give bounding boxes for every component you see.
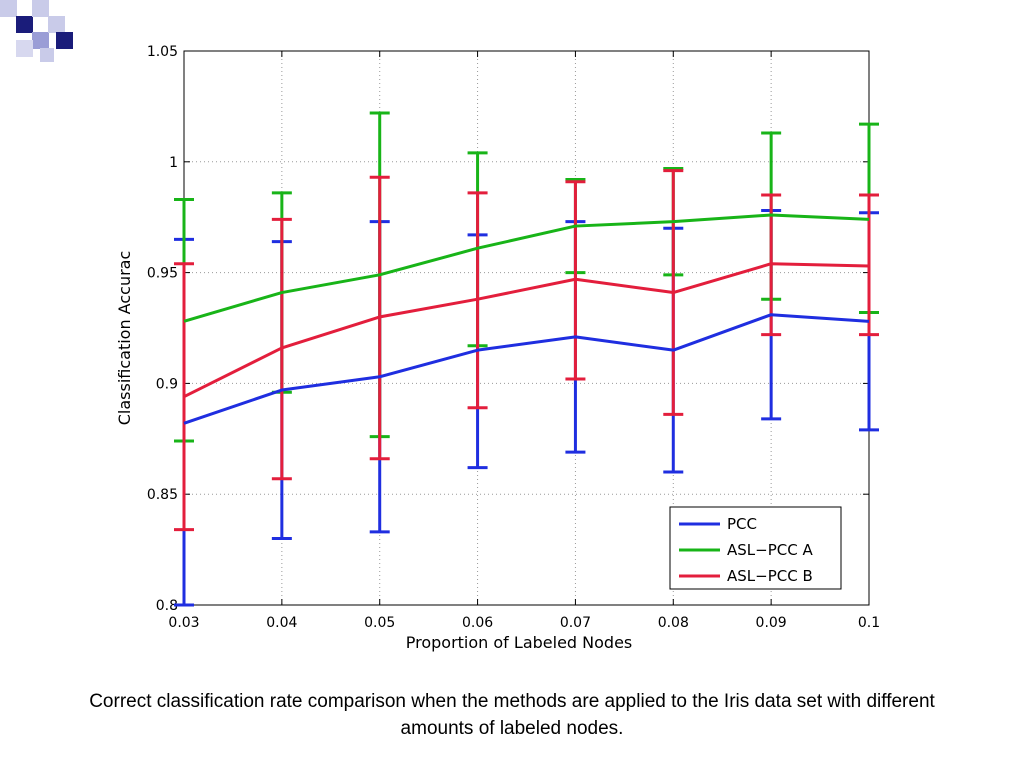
x-tick-label: 0.1 — [858, 615, 880, 631]
template-decoration — [0, 0, 73, 62]
legend: PCC ASL−PCC A ASL−PCC B — [669, 506, 842, 590]
figure-caption: Correct classification rate comparison w… — [89, 691, 935, 739]
y-tick-label: 0.9 — [156, 376, 178, 392]
series-line-0 — [183, 313, 870, 425]
x-tick-label: 0.03 — [168, 615, 199, 631]
y-tick-label: 1 — [169, 155, 178, 171]
x-tick-label: 0.05 — [364, 615, 395, 631]
y-axis-title: Classification Accurac — [115, 251, 134, 426]
series-line-2 — [183, 262, 870, 399]
x-tick-label: 0.09 — [756, 615, 787, 631]
y-tick-label: 1.05 — [147, 44, 178, 60]
legend-label: ASL−PCC A — [727, 541, 813, 559]
series-line-1 — [183, 213, 870, 323]
y-tick-label: 0.95 — [147, 266, 178, 282]
legend-label: ASL−PCC B — [727, 567, 813, 585]
x-tick-label: 0.08 — [658, 615, 689, 631]
y-tick-label: 0.8 — [156, 598, 178, 614]
x-tick-label: 0.04 — [266, 615, 297, 631]
x-axis-title: Proportion of Labeled Nodes — [406, 633, 633, 652]
x-tick-label: 0.06 — [462, 615, 493, 631]
axis-ticks: 0.03 0.04 0.05 0.06 0.07 0.08 0.09 0.1 0.8 0.85 0.… — [147, 44, 880, 631]
y-tick-label: 0.85 — [147, 487, 178, 503]
line-chart: 0.03 0.04 0.05 0.06 0.07 0.08 0.09 0.1 0.8 0.85 0.… — [115, 44, 880, 652]
series — [174, 111, 879, 607]
legend-label: PCC — [727, 515, 757, 533]
x-tick-label: 0.07 — [560, 615, 591, 631]
